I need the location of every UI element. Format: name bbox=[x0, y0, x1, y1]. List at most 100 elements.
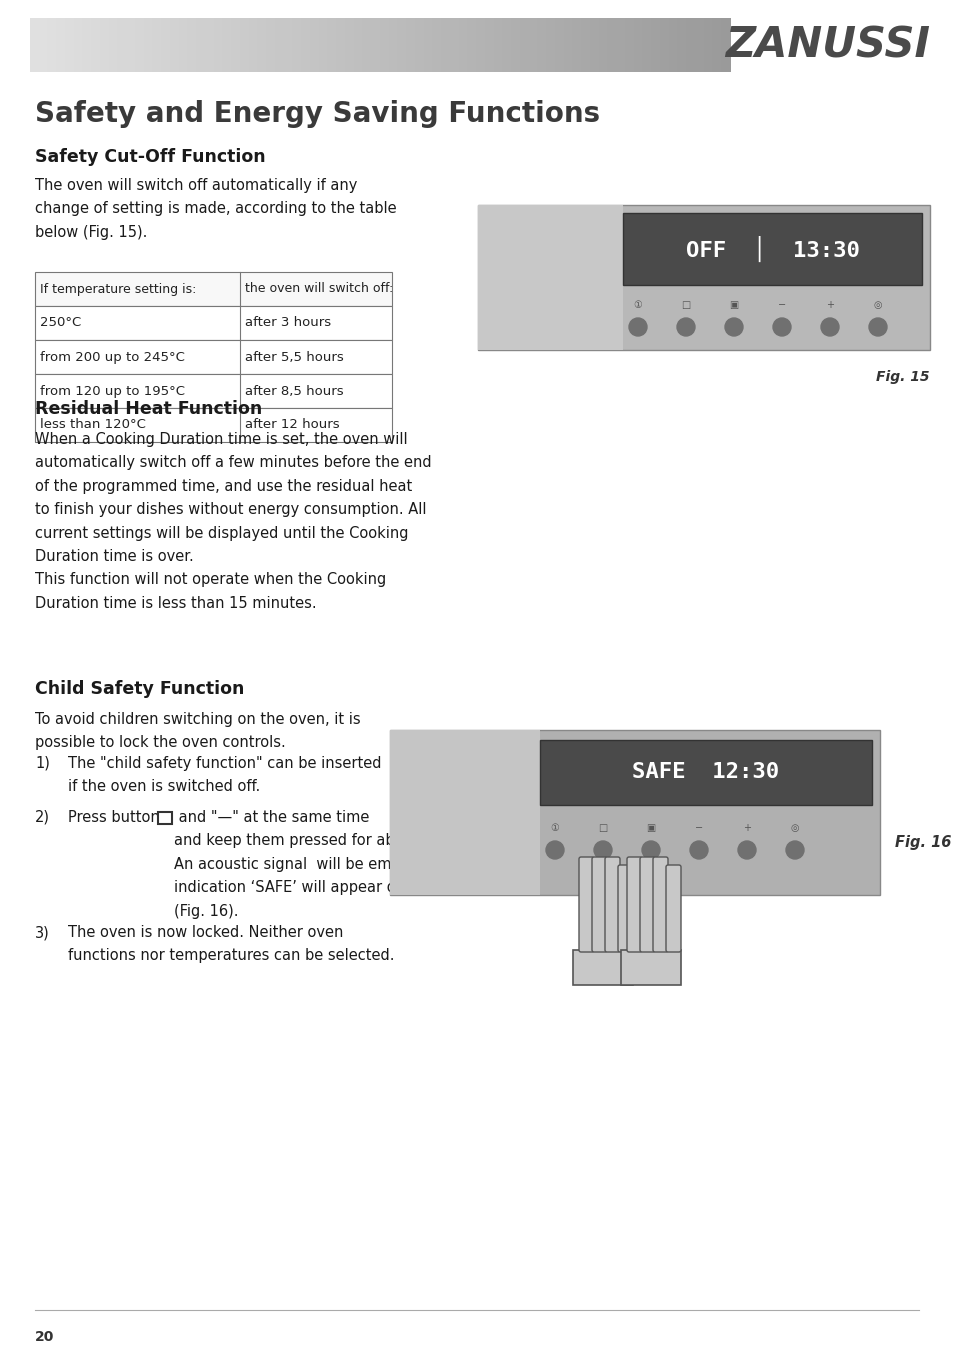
Text: ①: ① bbox=[550, 823, 558, 833]
Bar bbox=[477, 204, 929, 349]
Bar bbox=[555, 18, 564, 72]
Bar bbox=[685, 18, 696, 72]
Bar bbox=[310, 18, 319, 72]
Bar bbox=[293, 18, 302, 72]
Bar bbox=[616, 18, 625, 72]
Bar bbox=[30, 18, 40, 72]
Circle shape bbox=[689, 841, 707, 858]
Bar bbox=[406, 18, 416, 72]
Bar bbox=[196, 18, 206, 72]
Bar bbox=[624, 18, 634, 72]
Bar bbox=[388, 18, 398, 72]
Text: ①: ① bbox=[633, 301, 641, 310]
Bar bbox=[100, 18, 110, 72]
Circle shape bbox=[772, 318, 790, 336]
Bar bbox=[511, 18, 520, 72]
FancyBboxPatch shape bbox=[618, 865, 633, 952]
Bar bbox=[231, 18, 241, 72]
Text: Fig. 16: Fig. 16 bbox=[894, 835, 950, 850]
Bar bbox=[117, 18, 127, 72]
Text: after 3 hours: after 3 hours bbox=[245, 317, 331, 329]
Text: from 200 up to 245°C: from 200 up to 245°C bbox=[40, 351, 185, 363]
FancyBboxPatch shape bbox=[652, 857, 667, 952]
Text: The "child safety function" can be inserted  only
if the oven is switched off.: The "child safety function" can be inser… bbox=[68, 756, 421, 795]
Circle shape bbox=[545, 841, 563, 858]
Bar bbox=[222, 18, 232, 72]
Text: Fig. 15: Fig. 15 bbox=[876, 370, 929, 385]
Bar bbox=[598, 18, 608, 72]
Circle shape bbox=[641, 841, 659, 858]
Bar bbox=[158, 812, 172, 825]
Bar bbox=[266, 18, 275, 72]
Bar bbox=[82, 18, 92, 72]
Bar bbox=[580, 18, 590, 72]
Bar bbox=[397, 18, 407, 72]
Bar bbox=[720, 18, 730, 72]
Bar bbox=[607, 18, 617, 72]
Bar bbox=[213, 18, 223, 72]
Bar bbox=[170, 18, 179, 72]
Bar bbox=[240, 18, 250, 72]
Bar bbox=[362, 18, 372, 72]
Text: Safety and Energy Saving Functions: Safety and Energy Saving Functions bbox=[35, 100, 599, 129]
Bar bbox=[318, 18, 328, 72]
Bar bbox=[476, 18, 485, 72]
Bar bbox=[257, 18, 267, 72]
Bar bbox=[379, 18, 390, 72]
Text: 20: 20 bbox=[35, 1330, 54, 1345]
Bar bbox=[39, 18, 49, 72]
Text: The oven will switch off automatically if any
change of setting is made, accordi: The oven will switch off automatically i… bbox=[35, 177, 396, 240]
Bar bbox=[126, 18, 136, 72]
Text: □: □ bbox=[598, 823, 607, 833]
Bar bbox=[519, 18, 529, 72]
Bar bbox=[537, 18, 547, 72]
Bar bbox=[494, 18, 503, 72]
Bar bbox=[659, 18, 669, 72]
Text: □: □ bbox=[680, 301, 690, 310]
Text: and "—" at the same time
and keep them pressed for about 3 seconds.
An acoustic : and "—" at the same time and keep them p… bbox=[173, 810, 501, 918]
Bar bbox=[423, 18, 433, 72]
Text: less than 120°C: less than 120°C bbox=[40, 418, 146, 432]
Text: OFF  │  13:30: OFF │ 13:30 bbox=[685, 236, 859, 263]
Bar bbox=[371, 18, 380, 72]
Text: from 120 up to 195°C: from 120 up to 195°C bbox=[40, 385, 185, 398]
Bar bbox=[354, 18, 363, 72]
Bar bbox=[695, 18, 704, 72]
Circle shape bbox=[785, 841, 803, 858]
Bar bbox=[620, 951, 680, 984]
Bar bbox=[283, 18, 294, 72]
Text: ▣: ▣ bbox=[729, 301, 738, 310]
Bar bbox=[35, 374, 392, 408]
Text: Press buttons: Press buttons bbox=[68, 810, 172, 825]
Circle shape bbox=[821, 318, 838, 336]
Bar bbox=[484, 18, 495, 72]
Circle shape bbox=[594, 841, 612, 858]
Text: The oven is now locked. Neither oven
functions nor temperatures can be selected.: The oven is now locked. Neither oven fun… bbox=[68, 925, 395, 964]
Text: 2): 2) bbox=[35, 810, 50, 825]
Circle shape bbox=[868, 318, 886, 336]
FancyBboxPatch shape bbox=[604, 857, 619, 952]
Bar bbox=[301, 18, 311, 72]
Text: When a Cooking Duration time is set, the oven will
automatically switch off a fe: When a Cooking Duration time is set, the… bbox=[35, 432, 431, 611]
Bar bbox=[641, 18, 652, 72]
Bar bbox=[703, 18, 713, 72]
Text: If temperature setting is:: If temperature setting is: bbox=[40, 283, 196, 295]
Circle shape bbox=[628, 318, 646, 336]
Text: 3): 3) bbox=[35, 925, 50, 940]
Bar bbox=[91, 18, 101, 72]
FancyBboxPatch shape bbox=[626, 857, 641, 952]
Bar bbox=[502, 18, 512, 72]
Bar bbox=[109, 18, 118, 72]
Text: ◎: ◎ bbox=[790, 823, 799, 833]
Bar bbox=[135, 18, 145, 72]
Bar bbox=[572, 18, 581, 72]
Text: after 5,5 hours: after 5,5 hours bbox=[245, 351, 343, 363]
Bar bbox=[249, 18, 258, 72]
Bar bbox=[188, 18, 197, 72]
Text: 1): 1) bbox=[35, 756, 50, 770]
Bar bbox=[56, 18, 66, 72]
Text: −: − bbox=[777, 301, 785, 310]
Circle shape bbox=[738, 841, 755, 858]
Text: the oven will switch off:: the oven will switch off: bbox=[245, 283, 393, 295]
Text: ZANUSSI: ZANUSSI bbox=[724, 24, 929, 66]
